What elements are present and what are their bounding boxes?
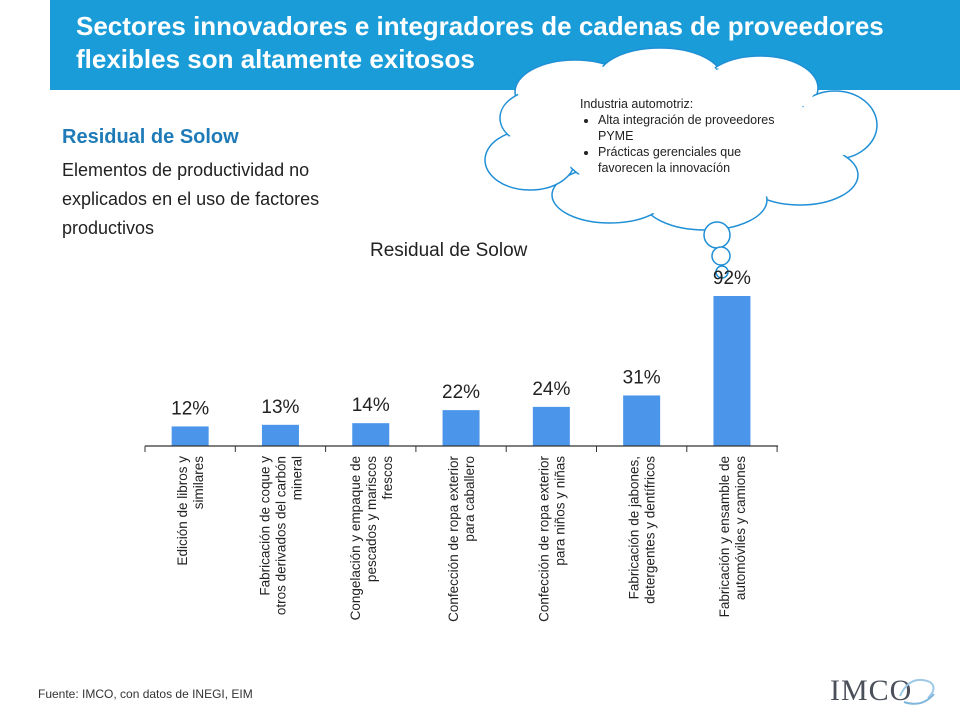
callout-list: Alta integración de proveedores PYME Prá… <box>580 112 795 176</box>
category-label-line: Fabricación de jabones, <box>627 456 642 599</box>
cloud-trail-bubble <box>711 246 731 266</box>
bar-value-label: 31% <box>623 367 661 388</box>
logo-swoosh-icon <box>899 678 935 705</box>
bar-value-label: 22% <box>442 382 480 403</box>
cloud-trail-bubble <box>715 265 729 279</box>
category-label-line: Confección de ropa exterior <box>536 455 551 621</box>
category-label: Fabricación de jabones,detergentes y den… <box>627 456 658 604</box>
cloud-fill <box>796 94 874 156</box>
category-label: Confección de ropa exteriorpara caballer… <box>446 455 477 621</box>
category-label-line: frescos <box>380 456 395 500</box>
source-note: Fuente: IMCO, con datos de INEGI, EIM <box>38 687 253 701</box>
bar-series: 12% 13% 14% 22% 24% 31% 92% <box>171 268 751 446</box>
callout-bullet: Prácticas gerenciales que favorecen la i… <box>598 144 795 176</box>
imco-logo: IMCO <box>830 668 940 714</box>
category-labels: Edición de libros ysimilares Fabricación … <box>175 455 748 621</box>
callout-bullet: Alta integración de proveedores PYME <box>598 112 795 144</box>
bar <box>171 426 209 446</box>
category-label-line: Congelación y empaque de <box>348 456 363 620</box>
chart-title: Residual de Solow <box>370 240 528 261</box>
bar <box>532 406 570 446</box>
logo-wordmark: IMCO <box>830 674 913 707</box>
bar <box>261 424 299 446</box>
page-title: Sectores innovadores e integradores de c… <box>76 11 884 74</box>
category-label: Fabricación de coque yotros derivados de… <box>257 456 304 615</box>
bar-value-label: 14% <box>352 395 390 416</box>
category-label-line: Edición de libros y <box>175 456 190 566</box>
category-label-line: automóviles y camiones <box>733 456 748 600</box>
thought-cloud <box>484 47 878 279</box>
category-label-line: pescados y mariscos <box>364 456 379 582</box>
bar <box>713 296 751 446</box>
callout-heading: Industria automotriz: <box>580 97 694 111</box>
bar-value-label: 12% <box>171 398 209 419</box>
cloud-fill <box>488 133 572 187</box>
category-label: Confección de ropa exteriorpara niños y … <box>536 455 567 621</box>
category-label-line: Fabricación de coque y <box>257 456 272 596</box>
x-axis-ticks <box>144 446 778 452</box>
category-label-line: otros derivados del carbón <box>273 456 288 615</box>
section-subtitle: Residual de Solow <box>62 126 239 148</box>
category-label-line: Fabricación y ensamble de <box>717 456 732 617</box>
bar <box>623 395 661 446</box>
category-label-line: Confección de ropa exterior <box>446 455 461 621</box>
cloud-trail-bubble <box>703 221 731 249</box>
section-description: Elementos de productividad no explicados… <box>62 160 320 238</box>
category-label-line: similares <box>191 456 206 510</box>
category-label: Congelación y empaque depescados y maris… <box>348 456 395 621</box>
category-label-line: detergentes y dentífricos <box>643 456 658 604</box>
bar <box>442 410 480 446</box>
bar-value-label: 92% <box>713 268 751 289</box>
bar-value-label: 24% <box>532 379 570 400</box>
cloud-fill <box>558 70 812 200</box>
category-label: Edición de libros ysimilares <box>175 456 206 566</box>
category-label-line: para caballero <box>462 456 477 542</box>
callout-text: Industria automotriz: Alta integración d… <box>580 96 795 176</box>
bar-value-label: 13% <box>261 397 299 418</box>
category-label-line: mineral <box>289 456 304 500</box>
bar <box>352 423 390 446</box>
category-label: Fabricación y ensamble deautomóviles y c… <box>717 456 748 618</box>
category-label-line: para niños y niñas <box>552 456 567 566</box>
